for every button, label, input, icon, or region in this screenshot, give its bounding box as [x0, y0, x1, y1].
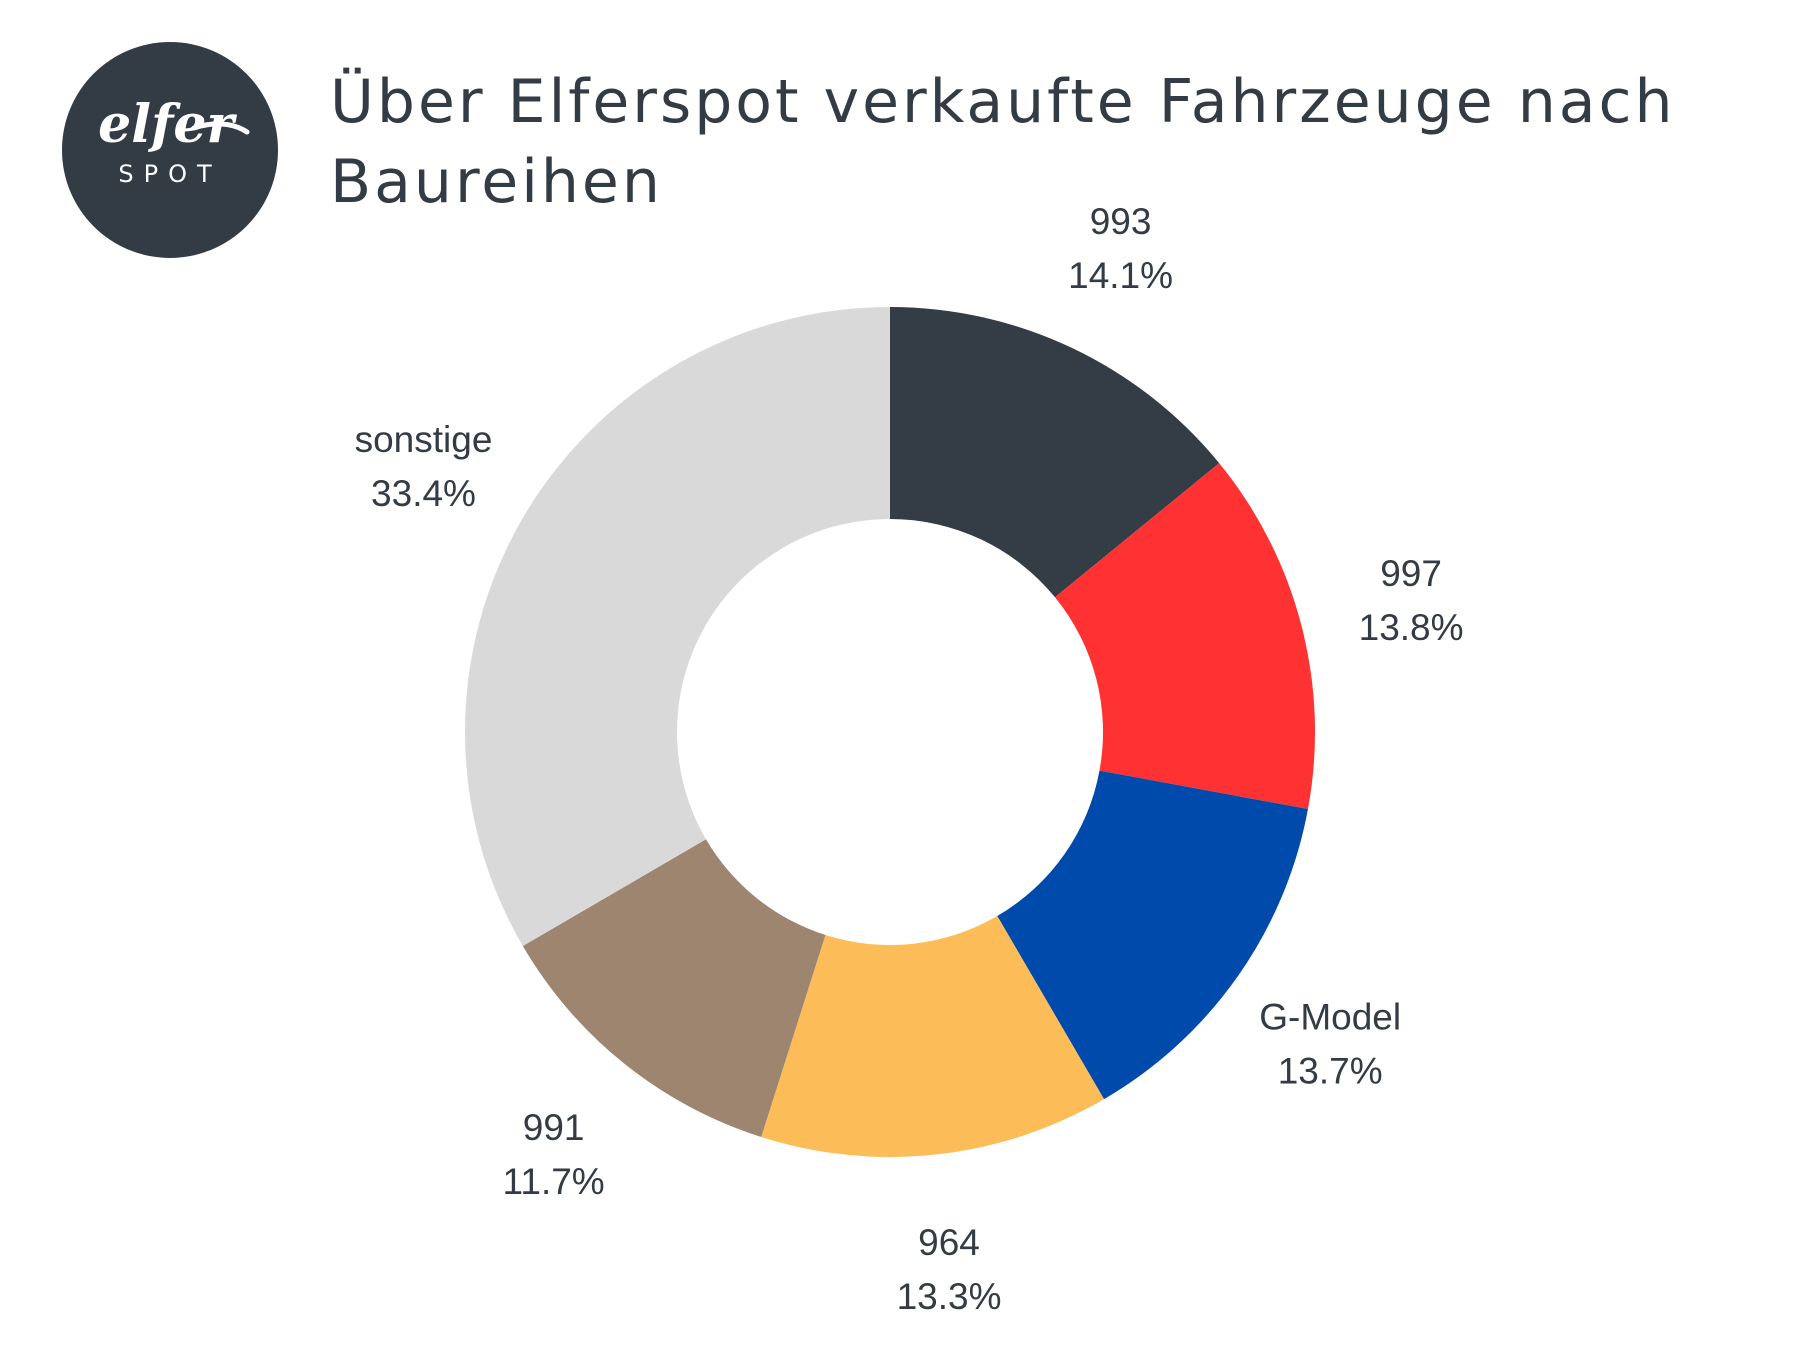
- slice-value-991: 11.7%: [503, 1161, 605, 1202]
- elferspot-logo: elfer SPOT: [62, 42, 278, 258]
- slices: [465, 307, 1315, 1157]
- slice-label-g-model: G-Model: [1259, 996, 1401, 1037]
- slice-993: [890, 307, 1220, 598]
- slice-value-964: 13.3%: [897, 1276, 1002, 1317]
- slice-value-997: 13.8%: [1359, 607, 1464, 648]
- slice-991: [522, 839, 826, 1138]
- slice-label-964: 964: [918, 1222, 980, 1263]
- logo-sub-text: SPOT: [118, 160, 221, 188]
- slice-value-993: 14.1%: [1068, 255, 1173, 296]
- slice-sonstige: [465, 307, 890, 947]
- chart-title: Über Elferspot verkaufte Fahrzeuge nach …: [330, 67, 1676, 217]
- slice-value-sonstige: 33.4%: [371, 473, 476, 514]
- slice-label-sonstige: sonstige: [355, 419, 493, 460]
- slice-964: [761, 916, 1105, 1157]
- slice-997: [1054, 463, 1315, 810]
- slice-g-model: [997, 770, 1308, 1100]
- slice-label-997: 997: [1380, 553, 1442, 594]
- slice-label-991: 991: [523, 1107, 585, 1148]
- slice-value-g-model: 13.7%: [1278, 1050, 1383, 1091]
- slice-labels: 993 14.1% 997 13.8% G-Model 13.7% 964 13.3% 991 1…: [355, 201, 1464, 1317]
- slice-label-993: 993: [1090, 201, 1152, 242]
